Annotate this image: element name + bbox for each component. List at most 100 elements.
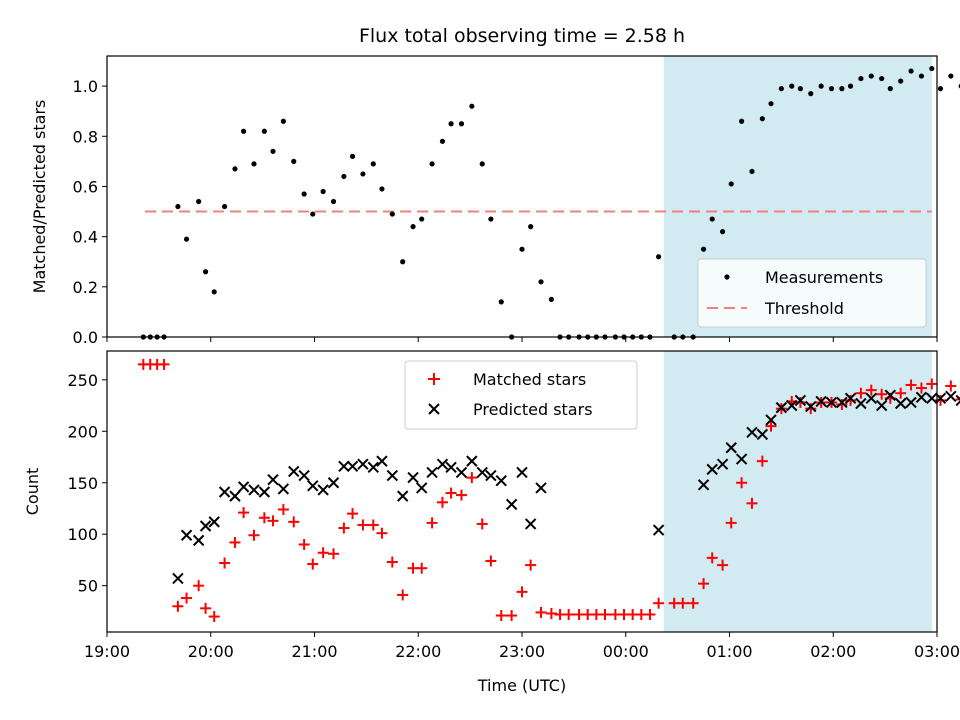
matched-star-point bbox=[229, 536, 241, 548]
matched-star-point bbox=[181, 592, 193, 604]
y-tick-label: 0.6 bbox=[73, 177, 98, 196]
top-legend-box bbox=[697, 258, 927, 328]
predicted-star-point bbox=[716, 458, 729, 470]
legend-measurements-label: Measurements bbox=[765, 268, 883, 287]
matched-star-point bbox=[219, 557, 231, 569]
measurement-point bbox=[280, 118, 286, 124]
measurement-point bbox=[528, 224, 534, 230]
matched-star-point bbox=[945, 380, 957, 392]
predicted-star-point bbox=[172, 572, 184, 585]
measurement-point bbox=[211, 289, 217, 295]
matched-star-point bbox=[238, 507, 250, 519]
matched-star-point bbox=[495, 610, 507, 622]
matched-star-point bbox=[746, 497, 758, 509]
measurement-point bbox=[439, 138, 446, 144]
predicted-star-point bbox=[756, 428, 769, 441]
measurement-point bbox=[410, 224, 416, 230]
y-tick-label: 0.4 bbox=[73, 228, 98, 247]
measurement-point bbox=[196, 198, 202, 205]
predicted-star-point bbox=[288, 465, 300, 478]
matched-star-point bbox=[563, 609, 575, 621]
predicted-star-point bbox=[894, 397, 907, 410]
measurement-point bbox=[202, 269, 209, 275]
matched-star-point bbox=[895, 387, 907, 399]
bottom-panel: 50 100 150 200 250 19:00 20:00 21:00 22:00 23:00… bbox=[23, 350, 960, 695]
measurement-point bbox=[879, 75, 885, 82]
predicted-star-point bbox=[376, 455, 388, 467]
predicted-star-point bbox=[495, 474, 507, 487]
matched-star-point bbox=[288, 516, 300, 528]
measurement-point bbox=[868, 73, 874, 79]
matched-star-point bbox=[208, 611, 220, 623]
predicted-star-point bbox=[277, 483, 290, 495]
measurement-point bbox=[389, 211, 395, 217]
bottom-y-axis: 50 100 150 200 250 bbox=[67, 371, 107, 596]
predicted-star-point bbox=[855, 397, 867, 410]
predicted-star-point bbox=[218, 486, 231, 498]
top-axes-frame bbox=[106, 55, 938, 338]
matched-star-point bbox=[644, 609, 656, 621]
x-tick-label: 22:00 bbox=[395, 642, 441, 661]
measurement-point bbox=[251, 161, 257, 167]
legend-matched-label: Matched stars bbox=[473, 370, 586, 389]
matched-star-point bbox=[193, 580, 205, 592]
predicted-star-point bbox=[884, 389, 897, 401]
legend-matched-marker bbox=[428, 373, 440, 385]
predicted-star-point bbox=[346, 460, 359, 472]
predicted-star-point bbox=[765, 414, 777, 426]
matched-star-point bbox=[298, 539, 310, 551]
bottom-y-axis-label: Count bbox=[23, 468, 42, 516]
x-tick-label: 01:00 bbox=[706, 642, 752, 661]
x-tick-label: 00:00 bbox=[603, 642, 649, 661]
predicted-star-point bbox=[725, 442, 737, 454]
measurement-point bbox=[232, 166, 238, 172]
measurement-point bbox=[291, 158, 297, 164]
matched-star-point bbox=[915, 382, 927, 394]
measurement-point bbox=[858, 75, 864, 82]
y-tick-label: 1.0 bbox=[73, 77, 98, 96]
predicted-star-point bbox=[706, 463, 718, 476]
matched-star-point bbox=[386, 556, 398, 568]
matched-star-point bbox=[756, 455, 768, 467]
measurement-point bbox=[221, 203, 228, 210]
measurement-point bbox=[768, 101, 774, 107]
matched-star-point bbox=[367, 519, 379, 531]
measurement-point bbox=[548, 296, 554, 302]
predicted-star-point bbox=[455, 466, 468, 479]
bottom-x-axis: 19:00 20:00 21:00 22:00 23:00 00:00 01:00 02:00… bbox=[84, 632, 960, 661]
matched-star-point bbox=[397, 589, 409, 601]
measurement-point bbox=[839, 86, 845, 92]
matched-star-point bbox=[736, 477, 748, 489]
predicted-star-point bbox=[426, 466, 438, 479]
y-tick-label: 150 bbox=[67, 474, 98, 493]
predicted-star-point bbox=[697, 479, 710, 491]
predicted-star-point bbox=[298, 469, 310, 482]
y-tick-label: 0.8 bbox=[73, 127, 98, 146]
predicted-star-point bbox=[875, 399, 888, 412]
measurement-point bbox=[379, 186, 385, 192]
predicted-star-point bbox=[396, 490, 409, 502]
measurement-point bbox=[479, 161, 485, 167]
measurement-point bbox=[700, 246, 707, 252]
top-x-axis bbox=[106, 337, 938, 342]
matched-star-point bbox=[328, 548, 340, 560]
measurement-point bbox=[488, 216, 494, 222]
matched-star-point bbox=[158, 358, 170, 370]
predicted-star-point bbox=[307, 480, 319, 492]
predicted-star-point bbox=[485, 469, 497, 482]
legend-measurements-marker bbox=[724, 274, 730, 280]
predicted-star-point bbox=[466, 455, 478, 467]
matched-star-point bbox=[258, 512, 270, 524]
predicted-star-point bbox=[955, 394, 960, 407]
predicted-star-point bbox=[775, 401, 788, 414]
bottom-legend: Matched stars Predicted stars bbox=[404, 360, 638, 430]
legend-threshold-label: Threshold bbox=[764, 299, 844, 318]
measurement-point bbox=[847, 83, 854, 89]
measurement-point bbox=[349, 153, 356, 159]
predicted-star-point bbox=[436, 458, 449, 470]
matched-star-point bbox=[516, 586, 528, 598]
measurement-points bbox=[140, 65, 960, 340]
matched-star-point bbox=[653, 597, 665, 609]
measurement-point bbox=[789, 83, 795, 89]
measurement-point bbox=[828, 86, 835, 92]
